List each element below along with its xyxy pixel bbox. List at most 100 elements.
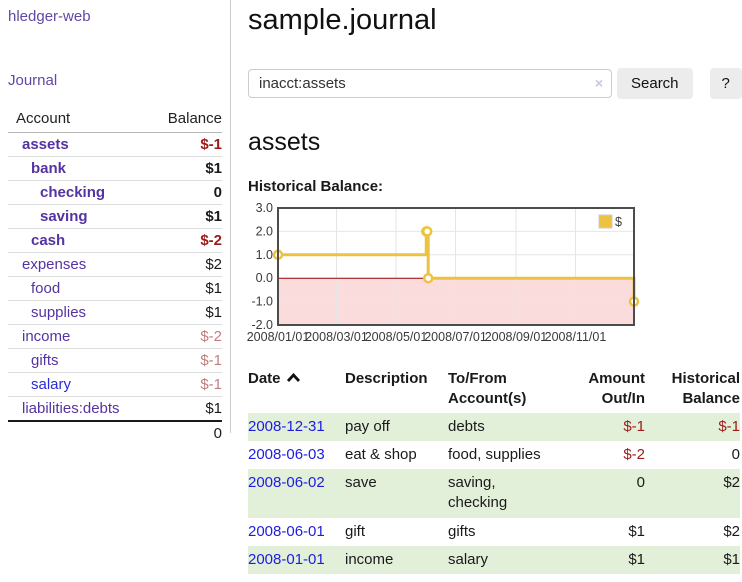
transaction-amount: $1 — [628, 550, 645, 568]
search-button[interactable]: Search — [617, 68, 693, 99]
account-row: liabilities:debts $1 — [8, 396, 222, 422]
chart-title: Historical Balance: — [248, 178, 384, 195]
balance-column-header: Balance — [145, 108, 222, 133]
transaction-date-link[interactable]: 2008-12-31 — [248, 417, 325, 435]
transaction-row: 2008-06-02 save saving, checking 0 $2 — [248, 469, 740, 518]
column-header-description[interactable]: Description — [345, 367, 448, 413]
account-balance: $1 — [145, 156, 222, 181]
transaction-balance: $1 — [723, 550, 740, 568]
account-row: expenses $2 — [8, 252, 222, 277]
account-link[interactable]: expenses — [22, 256, 87, 273]
column-header-tofrom[interactable]: To/From Account(s) — [448, 367, 583, 413]
main-content: sample.journal × Search ? assets Histori… — [247, 0, 742, 574]
transaction-description: eat & shop — [345, 445, 417, 463]
transaction-date-link[interactable]: 2008-01-01 — [248, 550, 325, 568]
account-link[interactable]: food — [31, 280, 61, 297]
y-tick-label: 2.0 — [256, 224, 273, 238]
transaction-balance: $2 — [723, 474, 740, 491]
transaction-accounts: saving, checking — [448, 474, 508, 512]
account-link[interactable]: bank — [31, 160, 67, 177]
transaction-date-link[interactable]: 2008-06-03 — [248, 445, 325, 463]
accounts-column-header: Account — [8, 108, 146, 133]
account-link[interactable]: gifts — [31, 352, 59, 369]
data-point — [421, 226, 433, 237]
search-input[interactable] — [248, 69, 612, 98]
search-form: × Search ? — [248, 68, 742, 99]
transaction-accounts: salary — [448, 550, 489, 568]
account-balance: $-2 — [145, 324, 222, 349]
account-link[interactable]: assets — [22, 136, 69, 153]
transaction-date-link[interactable]: 2008-06-02 — [248, 474, 325, 491]
account-balance: $1 — [145, 276, 222, 301]
accounts-total-row: 0 — [8, 420, 222, 445]
column-header-historical[interactable]: Historical Balance — [645, 367, 740, 413]
transaction-amount: $-1 — [623, 417, 645, 435]
column-header-label: To/From Account(s) — [448, 370, 527, 408]
account-row: salary $-1 — [8, 372, 222, 397]
column-header-label: Description — [345, 370, 428, 387]
column-header-label: Amount Out/In — [588, 370, 645, 408]
account-row: assets $-1 — [8, 132, 222, 157]
account-link[interactable]: checking — [40, 184, 106, 201]
account-balance: $-1 — [145, 132, 222, 157]
sidebar: hledger-web Journal Account Balance asse… — [0, 0, 231, 445]
historical-balance-chart: 3.0 2.0 1.0 0.0 -1.0 -2.0 2008/01/01 2008/03/01… — [247, 201, 742, 350]
transaction-amount: $-2 — [623, 445, 645, 463]
account-link[interactable]: salary — [31, 376, 72, 393]
legend-swatch — [598, 214, 613, 229]
account-balance: $1 — [145, 300, 222, 325]
accounts-table: Account Balance assets $-1 bank $1 checking 0… — [8, 108, 222, 445]
app-brand-link[interactable]: hledger-web — [8, 8, 91, 25]
account-row: checking 0 — [8, 180, 222, 205]
y-tick-label: -2.0 — [251, 318, 273, 332]
transaction-row: 2008-01-01 income salary $1 $1 — [248, 545, 740, 574]
transaction-accounts: food, supplies — [448, 445, 541, 463]
account-balance: $-2 — [145, 228, 222, 253]
data-point — [422, 272, 434, 284]
transaction-date-link[interactable]: 2008-06-01 — [248, 522, 325, 540]
nav-journal-link[interactable]: Journal — [8, 72, 58, 89]
column-header-amount[interactable]: Amount Out/In — [583, 367, 645, 413]
account-balance: $-1 — [145, 372, 222, 397]
transaction-amount: $1 — [628, 522, 645, 540]
clear-search-icon[interactable]: × — [594, 75, 603, 91]
transaction-row: 2008-12-31 pay off debts $-1 $-1 — [248, 412, 740, 441]
x-tick-label: 2008/07/01 — [424, 330, 487, 344]
account-link[interactable]: liabilities:debts — [22, 400, 120, 417]
x-tick-label: 2008/03/01 — [305, 330, 368, 344]
x-tick-label: 2008/09/01 — [485, 330, 548, 344]
chevron-up-icon — [286, 372, 300, 382]
transaction-balance: $2 — [723, 522, 740, 540]
account-link[interactable]: income — [22, 328, 71, 345]
column-header-label: Date — [248, 370, 281, 387]
account-link[interactable]: supplies — [31, 304, 87, 321]
accounts-total: 0 — [145, 420, 222, 445]
column-header-date[interactable]: Date — [248, 367, 345, 413]
transactions-table: Date Description To/From Account(s) Amount … — [248, 367, 740, 574]
transaction-row: 2008-06-03 eat & shop food, supplies $-2 0 — [248, 441, 740, 469]
account-link[interactable]: cash — [31, 232, 66, 249]
account-row: saving $1 — [8, 204, 222, 229]
legend-label: $ — [615, 215, 622, 229]
account-row: supplies $1 — [8, 300, 222, 325]
account-link[interactable]: saving — [40, 208, 88, 225]
transaction-accounts: debts — [448, 417, 485, 435]
y-tick-label: 0.0 — [256, 271, 273, 285]
transaction-accounts: gifts — [448, 522, 476, 540]
x-tick-label: 2008/05/01 — [365, 330, 428, 344]
transaction-row: 2008-06-01 gift gifts $1 $2 — [248, 518, 740, 546]
y-tick-label: 3.0 — [256, 201, 273, 215]
account-balance: $1 — [145, 396, 222, 422]
transaction-amount: 0 — [636, 474, 645, 491]
transaction-description: pay off — [345, 417, 390, 435]
help-button[interactable]: ? — [709, 68, 742, 99]
x-tick-label: 2008/11/01 — [545, 330, 607, 344]
transaction-balance: 0 — [731, 445, 740, 463]
account-row: income $-2 — [8, 324, 222, 349]
account-row: food $1 — [8, 276, 222, 301]
account-row: gifts $-1 — [8, 348, 222, 373]
balance-chart-svg: 3.0 2.0 1.0 0.0 -1.0 -2.02008/01/012008/03/01… — [247, 201, 640, 344]
y-tick-label: -1.0 — [251, 295, 273, 309]
page-title: sample.journal — [248, 4, 437, 36]
column-header-label: Historical Balance — [671, 370, 740, 408]
